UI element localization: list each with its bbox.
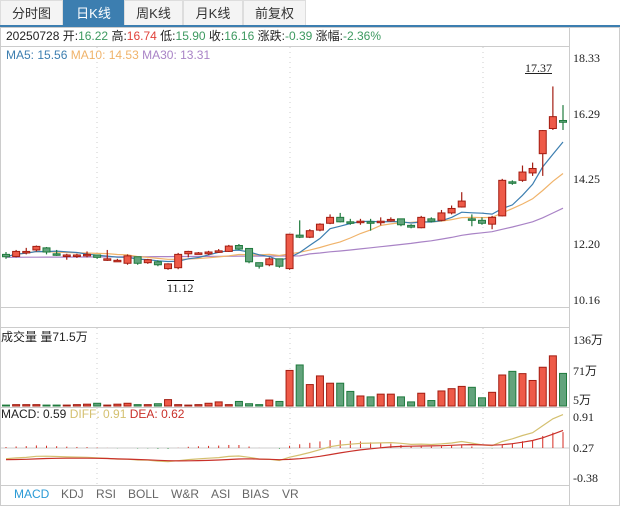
volume-label: 成交量 量71.5万 (1, 330, 88, 344)
ma-legend: MA5: 15.56 MA10: 14.53 MA30: 13.31 (6, 47, 210, 63)
tab-daily-k[interactable]: 日K线 (63, 0, 124, 25)
price-tick: 18.33 (573, 51, 600, 65)
info-divider (0, 46, 569, 47)
macd-legend: MACD: 0.59 DIFF: 0.91 DEA: 0.62 (1, 407, 184, 421)
indicator-bar-top (0, 485, 569, 486)
price-tick: 16.29 (573, 107, 600, 121)
macd-value: MACD: 0.59 (1, 407, 67, 421)
candlestick-chart[interactable] (0, 0, 569, 485)
close-value: 16.16 (224, 29, 255, 43)
date: 20250728 (6, 29, 60, 43)
macd-tick: 0.91 (573, 410, 594, 424)
macd-tick: -0.38 (573, 471, 598, 485)
high-value: 16.74 (126, 29, 157, 43)
volume-panel-top (0, 327, 569, 328)
open-value: 16.22 (78, 29, 109, 43)
macd-panel-top (0, 407, 569, 408)
ma5-label: MA5: 15.56 (6, 48, 68, 62)
tab-monthly-k[interactable]: 月K线 (183, 0, 243, 25)
volume-tick: 71万 (573, 364, 598, 378)
indicator-asi[interactable]: ASI (211, 487, 231, 501)
indicator-vr[interactable]: VR (282, 487, 299, 501)
indicator-macd[interactable]: MACD (14, 487, 50, 501)
change-value: -0.39 (284, 29, 313, 43)
dea-value: DEA: 0.62 (129, 407, 185, 421)
tab-weekly-k[interactable]: 周K线 (124, 0, 183, 25)
axis-divider (569, 27, 570, 506)
price-tick: 10.16 (573, 293, 600, 307)
indicator-kdj[interactable]: KDJ (61, 487, 84, 501)
indicator-boll[interactable]: BOLL (128, 487, 159, 501)
ohlc-info: 20250728 开:16.22 高:16.74 低:15.90 收:16.16… (6, 29, 382, 43)
low-value: 15.90 (175, 29, 206, 43)
indicator-bias[interactable]: BIAS (242, 487, 270, 501)
volume-tick: 5万 (573, 393, 592, 407)
low-annotation: 11.12 (167, 280, 194, 295)
price-tick: 14.25 (573, 172, 600, 186)
ma10-label: MA10: 14.53 (70, 48, 139, 62)
indicator-rsi[interactable]: RSI (96, 487, 117, 501)
macd-tick: 0.27 (573, 441, 594, 455)
diff-value: DIFF: 0.91 (69, 407, 127, 421)
tab-intraday[interactable]: 分时图 (0, 0, 63, 25)
period-tabs: 分时图 日K线 周K线 月K线 前复权 (0, 0, 620, 27)
tab-forward-adjusted[interactable]: 前复权 (243, 0, 306, 25)
price-panel-bottom (0, 307, 569, 308)
ma30-label: MA30: 13.31 (142, 48, 211, 62)
high-annotation: 17.37 (525, 61, 552, 75)
pct-value: -2.36% (343, 29, 382, 43)
price-tick: 12.20 (573, 237, 600, 251)
indicator-wr[interactable]: W&R (171, 487, 199, 501)
volume-tick: 136万 (573, 333, 604, 347)
